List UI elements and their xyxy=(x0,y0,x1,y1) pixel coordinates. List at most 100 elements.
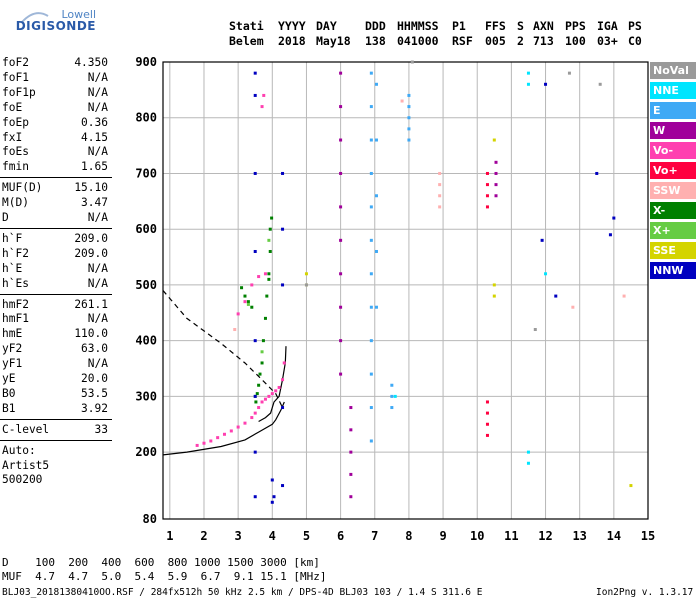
param-row: D N/A xyxy=(2,211,108,224)
point-vo xyxy=(195,443,199,447)
param-row: B0 53.5 xyxy=(2,387,108,400)
param-value: N/A xyxy=(87,357,108,371)
curve-profile-solid xyxy=(162,401,285,456)
param-name: h`F2 xyxy=(2,246,29,260)
point-x xyxy=(255,392,259,396)
curve-profile-solid-2 xyxy=(258,346,287,423)
auto-line: Artist5 xyxy=(2,458,50,472)
param-name: B1 xyxy=(2,401,16,415)
legend-item-nnw: NNW xyxy=(650,262,696,279)
param-value: N/A xyxy=(87,312,108,326)
point-e xyxy=(374,305,378,309)
point-e xyxy=(369,305,373,309)
param-value: 110.0 xyxy=(74,327,108,341)
header-label-10: IGA xyxy=(597,19,618,33)
point-w xyxy=(349,428,353,432)
footer-file-info: BLJ03_20181380410OO.RSF / 284fx512h 50 k… xyxy=(2,587,483,598)
legend-item-x: X+ xyxy=(650,222,696,239)
header-value-7: 2 xyxy=(517,34,524,48)
param-name: B0 xyxy=(2,386,16,400)
point-x xyxy=(260,361,264,365)
param-divider xyxy=(0,293,112,295)
point-e xyxy=(374,82,378,86)
param-row: yF1 N/A xyxy=(2,357,108,370)
x-tick-label: 15 xyxy=(641,529,655,543)
param-name: hmF1 xyxy=(2,312,29,326)
param-value: 33 xyxy=(94,422,108,436)
point-ssw xyxy=(622,294,626,298)
param-name: foEs xyxy=(2,145,29,159)
point-nnw xyxy=(253,495,257,499)
point-x xyxy=(263,316,267,320)
y-tick-label: 600 xyxy=(135,222,157,236)
point-e xyxy=(369,205,373,209)
param-value: 209.0 xyxy=(74,231,108,245)
point-vo xyxy=(243,421,247,425)
footer-distance-row: D 100 200 400 600 800 1000 1500 3000 [km… xyxy=(2,556,320,569)
point-nnw xyxy=(281,171,285,175)
auto-line: 500200 xyxy=(2,473,43,487)
point-x xyxy=(260,350,264,354)
y-tick-label: 800 xyxy=(135,111,157,125)
point-noval xyxy=(410,60,414,64)
param-value: 1.65 xyxy=(81,160,108,174)
param-row: h`Es N/A xyxy=(2,277,108,290)
x-tick-label: 11 xyxy=(504,529,518,543)
x-tick-label: 9 xyxy=(439,529,446,543)
point-vo xyxy=(277,385,281,389)
point-w xyxy=(494,183,498,187)
point-e xyxy=(407,116,411,120)
x-tick-label: 7 xyxy=(371,529,378,543)
point-nnw xyxy=(253,71,257,75)
point-e xyxy=(369,138,373,142)
point-vo xyxy=(282,361,286,365)
point-x xyxy=(267,272,271,276)
point-vo xyxy=(263,397,267,401)
point-x xyxy=(257,383,261,387)
point-x xyxy=(246,302,250,306)
point-sse xyxy=(304,272,308,276)
point-w xyxy=(339,272,343,276)
point-e xyxy=(369,372,373,376)
point-vo xyxy=(250,416,254,420)
param-row: B1 3.92 xyxy=(2,402,108,415)
point-e xyxy=(390,406,394,410)
param-value: 209.0 xyxy=(74,246,108,260)
point-e xyxy=(407,138,411,142)
point-w xyxy=(339,205,343,209)
header-value-6: 005 xyxy=(485,34,506,48)
point-w xyxy=(339,71,343,75)
x-tick-label: 6 xyxy=(337,529,344,543)
point-vo xyxy=(250,283,254,287)
param-name: C-level xyxy=(2,422,50,436)
point-vo xyxy=(485,433,489,437)
point-w xyxy=(339,238,343,242)
param-name: foF1 xyxy=(2,70,29,84)
param-name: h`Es xyxy=(2,276,29,290)
point-nnw xyxy=(253,249,257,253)
param-name: fxI xyxy=(2,130,23,144)
param-row: yE 20.0 xyxy=(2,372,108,385)
point-x xyxy=(243,294,247,298)
point-noval xyxy=(304,283,308,287)
point-nnw xyxy=(253,171,257,175)
x-tick-label: 2 xyxy=(200,529,207,543)
point-e xyxy=(374,194,378,198)
header-value-10: 03+ xyxy=(597,34,618,48)
point-x xyxy=(267,238,271,242)
point-vo xyxy=(274,389,278,393)
x-tick-label: 3 xyxy=(235,529,242,543)
point-x xyxy=(267,277,271,281)
point-e xyxy=(407,105,411,109)
point-nnw xyxy=(554,294,558,298)
point-e xyxy=(390,394,394,398)
point-nnw xyxy=(281,406,285,410)
param-name: hmE xyxy=(2,327,23,341)
point-nne xyxy=(526,461,530,465)
x-tick-label: 12 xyxy=(538,529,552,543)
param-row: hmE 110.0 xyxy=(2,327,108,340)
param-row: M(D) 3.47 xyxy=(2,196,108,209)
point-e xyxy=(369,171,373,175)
point-sse xyxy=(492,283,496,287)
auto-line: Auto: xyxy=(2,443,36,457)
